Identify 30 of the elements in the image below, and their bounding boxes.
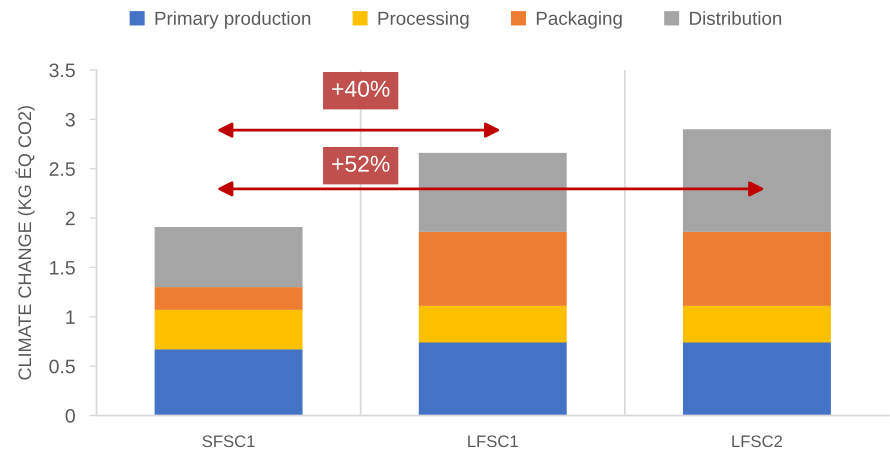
bar [154,226,303,288]
y-tick-label: 3 [66,112,75,127]
annotation: +52% [332,156,390,172]
bar [682,232,831,306]
bar [418,152,567,232]
bar [682,306,831,342]
y-tick-label: 1.5 [50,261,75,275]
y-tick-label: 3.5 [49,63,75,78]
y-tick-label: 1 [66,310,75,324]
bar [418,306,567,342]
y-tick-label: 0 [66,408,75,423]
bar [154,349,303,416]
x-tick-label: LFSC1 [468,435,518,448]
y-tick-label: 0.5 [49,360,75,374]
legend-label: Distribution [690,11,782,25]
bar [682,342,831,416]
legend-label: Primary production [156,11,310,29]
y-tick-label: 2.5 [50,162,75,176]
bar [682,129,831,232]
bar [418,342,567,416]
bar [154,310,303,350]
y-axis-title: CLIMATE CHANGE (KG ÉQ CO2) [15,106,35,380]
bar [418,232,567,306]
x-tick-label: LFSC2 [732,435,782,448]
y-tick-label: 2 [66,212,75,226]
x-tick-label: SFSC1 [202,435,255,448]
bar [154,287,303,310]
annotation: +40% [332,80,390,97]
legend-label: Packaging [536,11,622,29]
legend-label: Processing [378,11,469,29]
